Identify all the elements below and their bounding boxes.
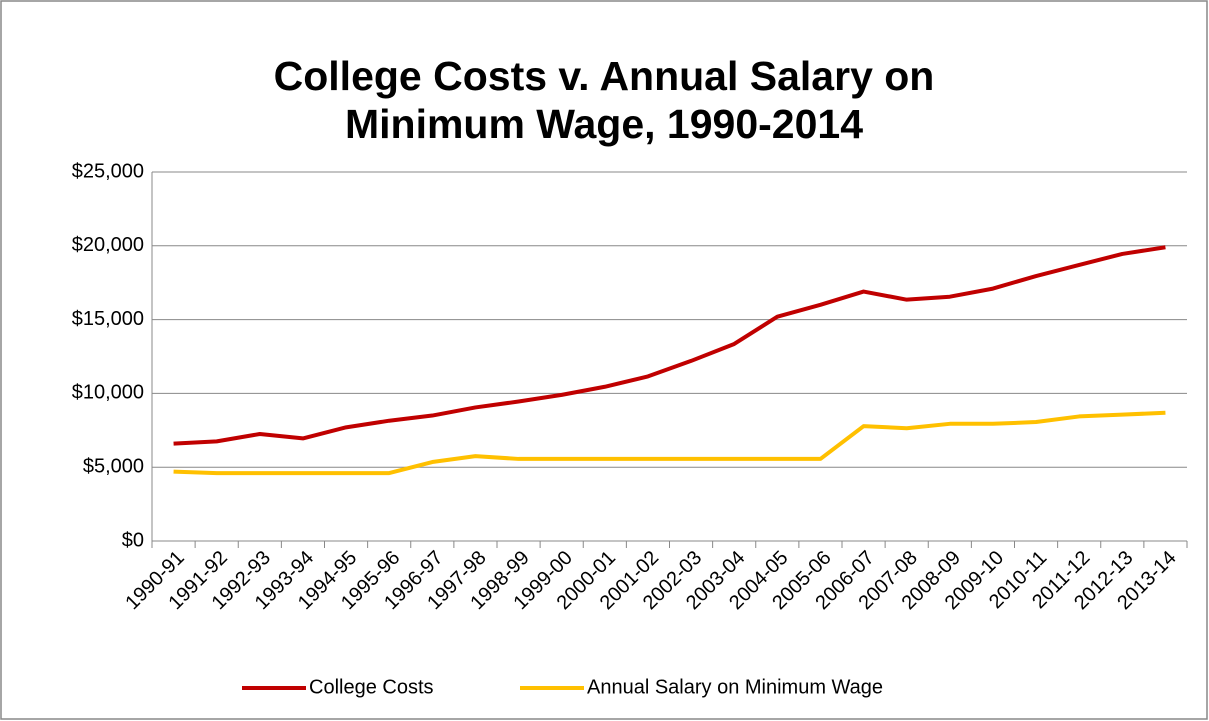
chart-title: College Costs v. Annual Salary on Minimu… xyxy=(273,53,935,147)
series-line xyxy=(173,410,1166,476)
y-tick-label: $0 xyxy=(122,529,144,551)
y-tick-label: $15,000 xyxy=(72,308,144,330)
y-tick-label: $25,000 xyxy=(72,160,144,182)
legend-label: College Costs xyxy=(309,676,434,698)
series-line xyxy=(173,245,1166,446)
y-tick-label: $20,000 xyxy=(72,234,144,256)
y-tick-label: $10,000 xyxy=(72,382,144,404)
y-tick-label: $5,000 xyxy=(83,455,144,477)
legend-label: Annual Salary on Minimum Wage xyxy=(587,676,883,698)
